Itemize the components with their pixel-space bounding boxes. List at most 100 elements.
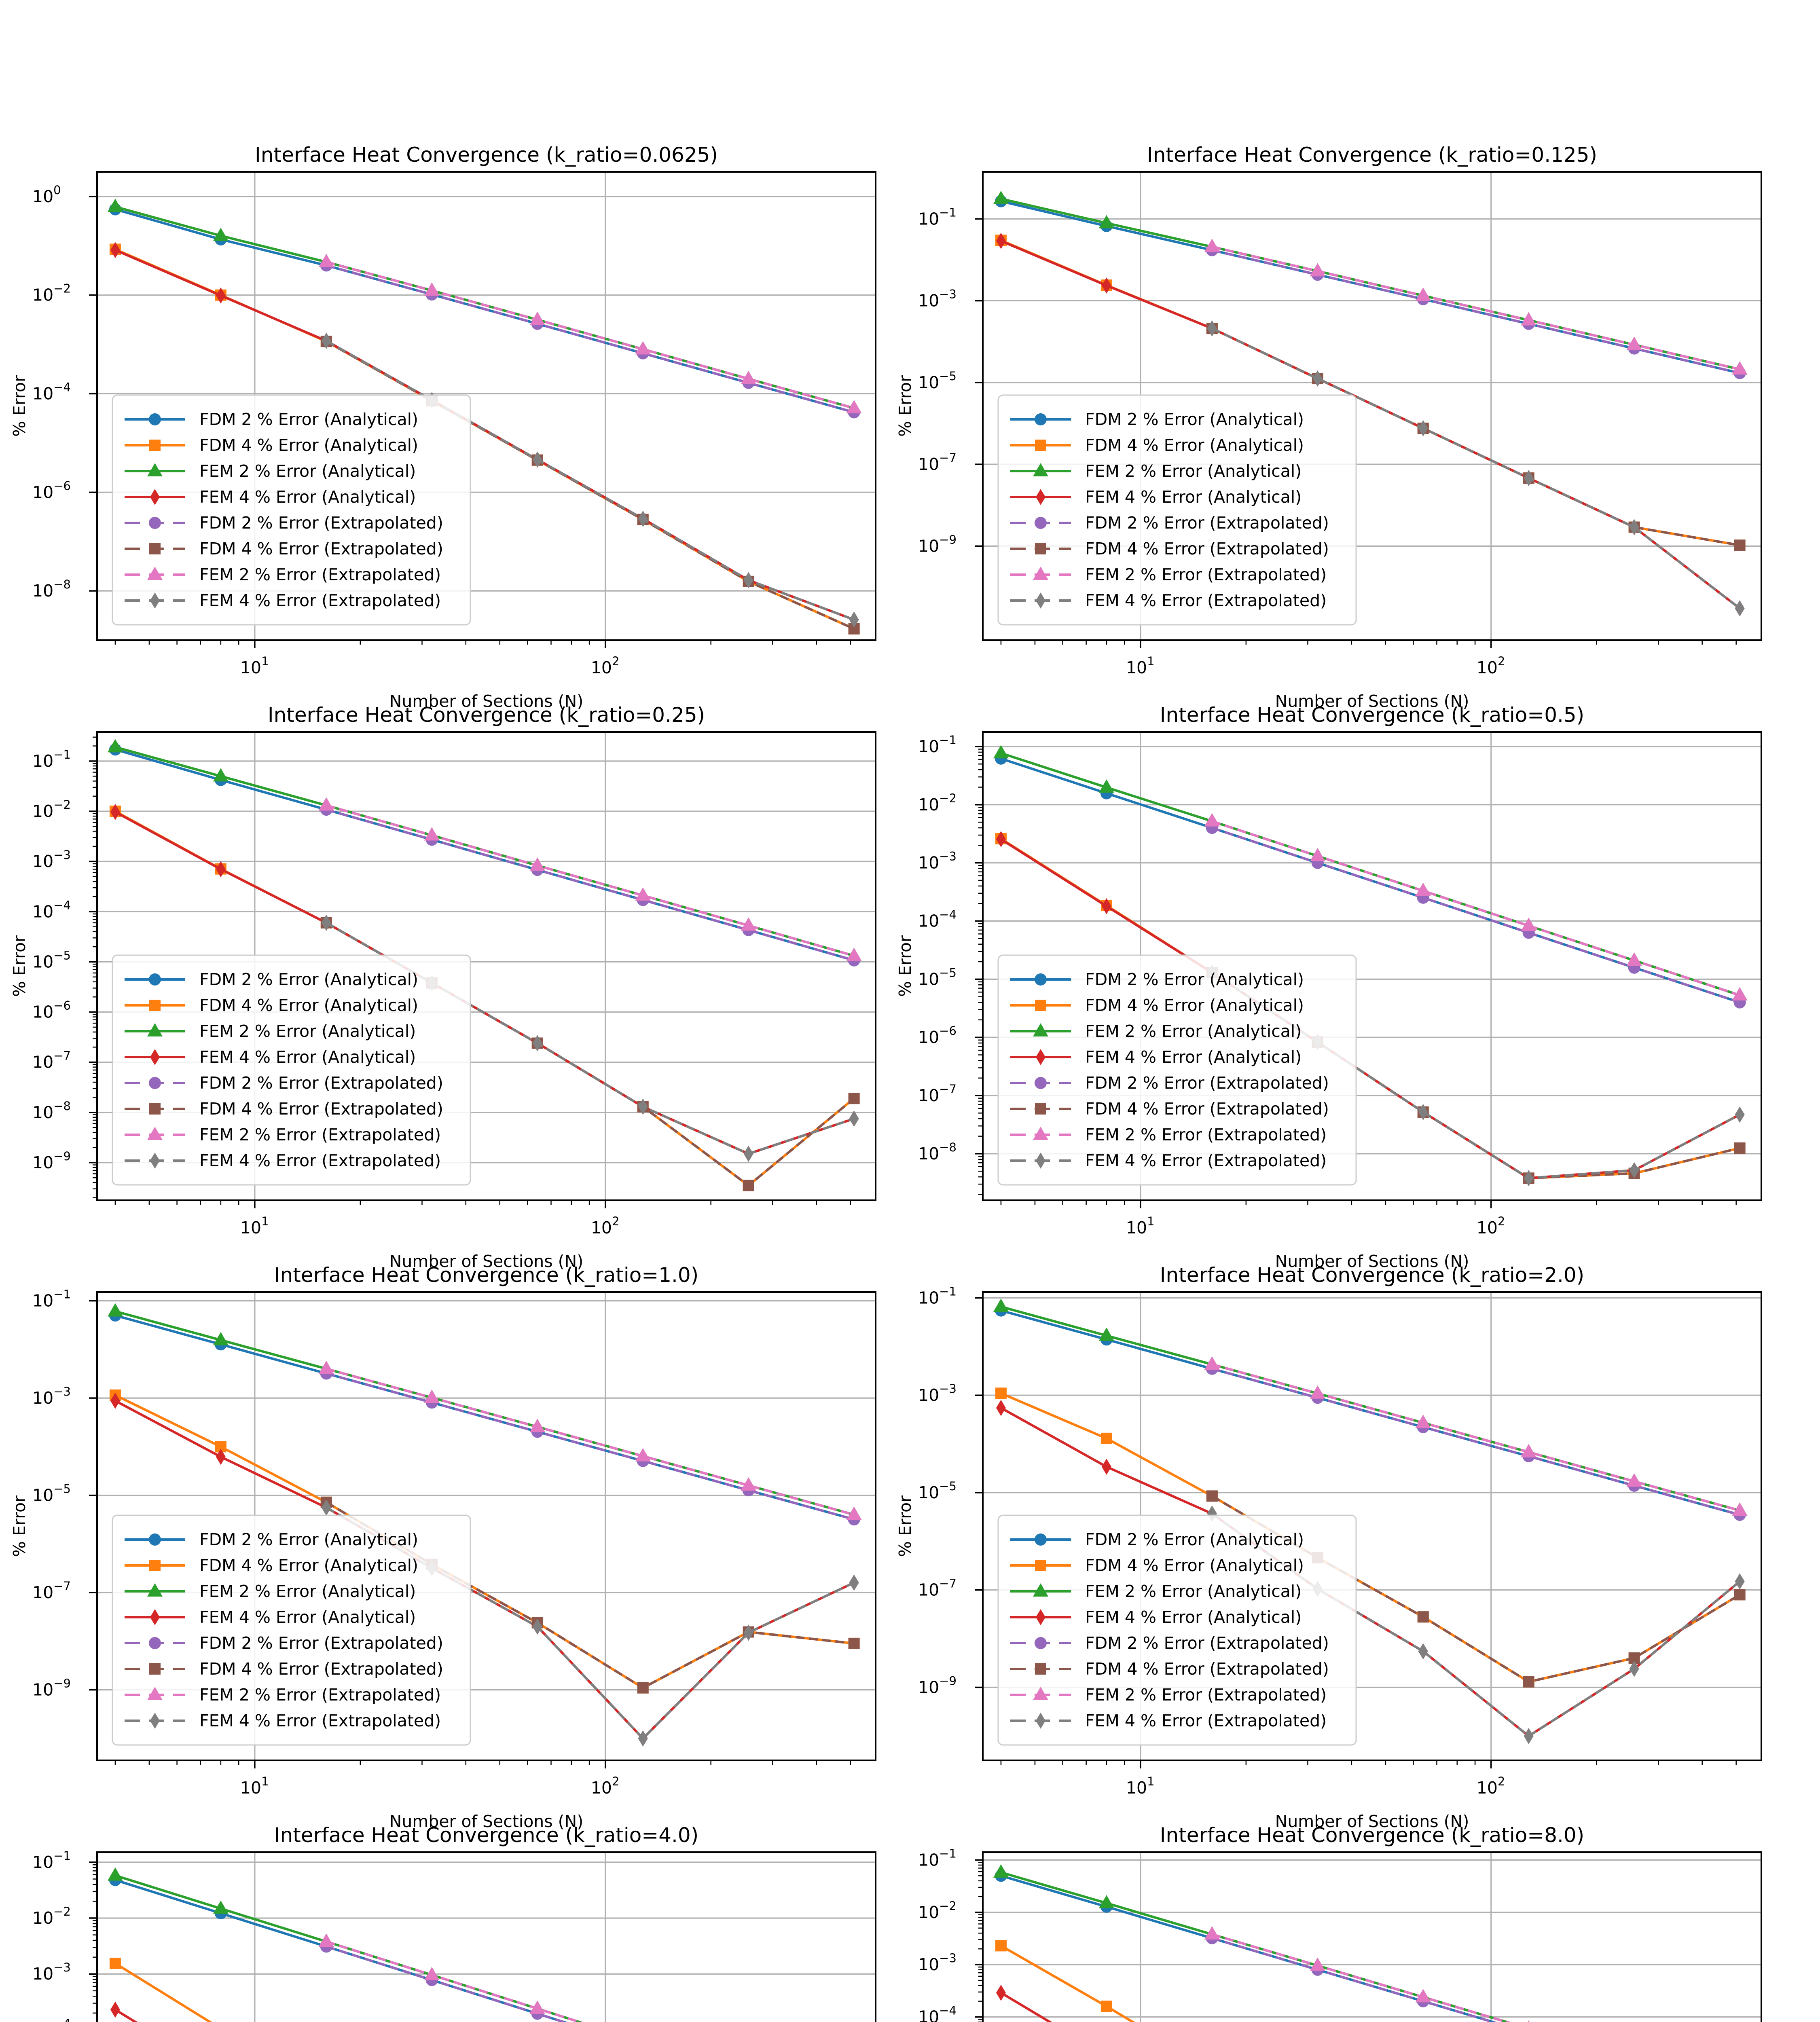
x-tick-label: 101 [240, 1214, 269, 1237]
series-fdm2e-line [1211, 1937, 1497, 2022]
series-fdm4e-marker [637, 1682, 649, 1694]
series-fem4e-line [1211, 971, 1740, 1180]
legend-label-fem4a: FEM 4 % Error (Analytical) [199, 487, 416, 507]
ticks: 101 102 10−1 10−3 10−5 10−7 10−9 [32, 1288, 851, 1798]
gridlines [97, 1852, 876, 2022]
x-tick-label: 102 [591, 1214, 620, 1237]
series-fem4e-marker [1207, 320, 1217, 337]
series-fem4e-marker [1735, 1573, 1745, 1590]
series-fdm4e-marker [1417, 1611, 1429, 1623]
ticks: 10110210−110−210−310−410−510−610−710−810… [32, 1849, 97, 2022]
series-fem2a-marker [213, 227, 229, 241]
series-fem4e-marker [1418, 420, 1428, 437]
gridlines [983, 1852, 1761, 2022]
series-fem4a-line [114, 2008, 138, 2022]
x-axis-label: Number of Sections (N) [389, 692, 584, 711]
series-fem4e-marker [321, 914, 331, 931]
legend-label-fem2e: FEM 2 % Error (Extrapolated) [1085, 1125, 1327, 1144]
y-tick-label: 10−3 [918, 288, 957, 311]
legend-fdm4e-marker [149, 543, 161, 554]
plot-title: Interface Heat Convergence (k_ratio=8.0) [1160, 1823, 1584, 1847]
y-tick-label: 10−8 [32, 577, 71, 601]
series-fdm4e-marker [743, 1180, 754, 1191]
legend-label-fem4a: FEM 4 % Error (Analytical) [1085, 1607, 1302, 1627]
series-fem2e-line [1211, 1933, 1511, 2022]
series-fem2e-marker [1415, 1989, 1431, 2003]
y-tick-label: 10−9 [32, 1149, 71, 1172]
series-fem2a-marker [213, 1332, 229, 1345]
axes-frame [96, 731, 876, 1201]
y-tick-label: 10−6 [918, 1024, 957, 1047]
legend-label-fdm4e: FDM 4 % Error (Extrapolated) [199, 1099, 443, 1119]
series-fem2e-marker [529, 857, 545, 871]
series-fdm4a-marker [1100, 2001, 1112, 2012]
x-tick-label: 101 [240, 654, 269, 677]
legend-label-fem4e: FEM 4 % Error (Extrapolated) [199, 1151, 441, 1170]
series-fem2a-marker [993, 190, 1009, 204]
y-tick-label: 10−1 [918, 1846, 957, 1870]
legend-label-fem2e: FEM 2 % Error (Extrapolated) [199, 1685, 441, 1705]
y-tick-label: 10−5 [918, 369, 957, 392]
plot-title: Interface Heat Convergence (k_ratio=0.25… [268, 703, 705, 727]
series-fem2e-marker [529, 2000, 545, 2014]
legend-fem4e-marker [1036, 592, 1045, 609]
legend-fem2a-marker [147, 1023, 163, 1036]
series-fem2a-marker [1098, 215, 1114, 228]
y-tick-label: 10−1 [32, 1288, 71, 1311]
legend-fem4e-marker [150, 1713, 160, 1729]
legend-fem2a-marker [1033, 1023, 1048, 1036]
plot-title: Interface Heat Convergence (k_ratio=2.0) [1160, 1263, 1584, 1287]
legend-label-fem4e: FEM 4 % Error (Extrapolated) [199, 1711, 441, 1730]
series-fem2e-marker [635, 1448, 651, 1462]
series-fdm2e-line [326, 264, 855, 414]
subplot-4.0: 10110210−110−210−310−410−510−610−710−810… [32, 1823, 876, 2022]
series-fdm4a-marker [1100, 1432, 1112, 1444]
y-tick-label: 10−8 [32, 1099, 71, 1122]
ticks: 101 102 10−1 10−3 10−5 10−7 10−9 [918, 205, 1737, 677]
legend-fdm2e-marker [1035, 1077, 1047, 1089]
series-fem2e-marker [846, 1506, 862, 1520]
y-tick-label: 10−1 [918, 733, 957, 756]
series-fem4e-marker [1312, 370, 1323, 387]
legend-fdm2e-marker [1035, 517, 1047, 529]
ticks: 101 102 100 10−2 10−4 10−6 10−8 [32, 183, 851, 677]
y-tick-label: 10−4 [918, 2004, 957, 2022]
y-tick-label: 10−1 [32, 748, 71, 771]
series-fem2e-marker [1732, 1502, 1748, 1516]
series-fem2e-marker [846, 948, 862, 961]
series-fem2a-marker [107, 1303, 123, 1317]
series-fem2a-line [1001, 1871, 1511, 2022]
y-tick-label: 10−5 [32, 1482, 71, 1505]
series-fem4e-marker [743, 1146, 753, 1162]
legend-fdm4a-marker [149, 1560, 161, 1571]
y-axis-label: % Error [10, 375, 29, 437]
legend-label-fem2a: FEM 2 % Error (Analytical) [1085, 1582, 1302, 1601]
series-fdm2e-line [1212, 249, 1740, 374]
legend-fdm4a-marker [1035, 1560, 1046, 1571]
legend-label-fdm4e: FDM 4 % Error (Extrapolated) [199, 539, 443, 558]
legend-box [997, 394, 1357, 626]
legend-label-fdm2e: FDM 2 % Error (Extrapolated) [1085, 1073, 1329, 1093]
legend-label-fdm2a: FDM 2 % Error (Analytical) [1085, 1530, 1304, 1549]
legend-label-fem2a: FEM 2 % Error (Analytical) [199, 1022, 416, 1041]
legend-label-fdm4e: FDM 4 % Error (Extrapolated) [1085, 1099, 1329, 1119]
series-fem2e-marker [1310, 263, 1325, 277]
legend-label-fdm4a: FDM 4 % Error (Analytical) [1085, 436, 1304, 455]
legend-fem4a-marker [150, 1049, 160, 1065]
series-fem2a-marker [1098, 779, 1114, 793]
series-fem4e-marker [532, 451, 542, 468]
legend-fdm4e-marker [1035, 543, 1046, 554]
series-fem4a-marker [110, 1392, 120, 1409]
series-fem4e-line [1211, 327, 1741, 609]
series-fem4a-marker [216, 861, 226, 878]
y-tick-label: 10−4 [32, 381, 71, 404]
legend-label-fdm4e: FDM 4 % Error (Extrapolated) [1085, 539, 1329, 558]
series-fem4e-marker [743, 572, 753, 588]
legend-fdm4a-marker [149, 440, 161, 451]
y-axis-label: % Error [895, 1495, 915, 1557]
subplot-0.125: 101 102 10−1 10−3 10−5 10−7 10−9 Interface Heat… [895, 143, 1762, 711]
y-tick-label: 10−2 [918, 1899, 957, 1922]
legend-fem4a-marker [150, 1609, 160, 1625]
y-tick-label: 10−3 [32, 848, 71, 871]
